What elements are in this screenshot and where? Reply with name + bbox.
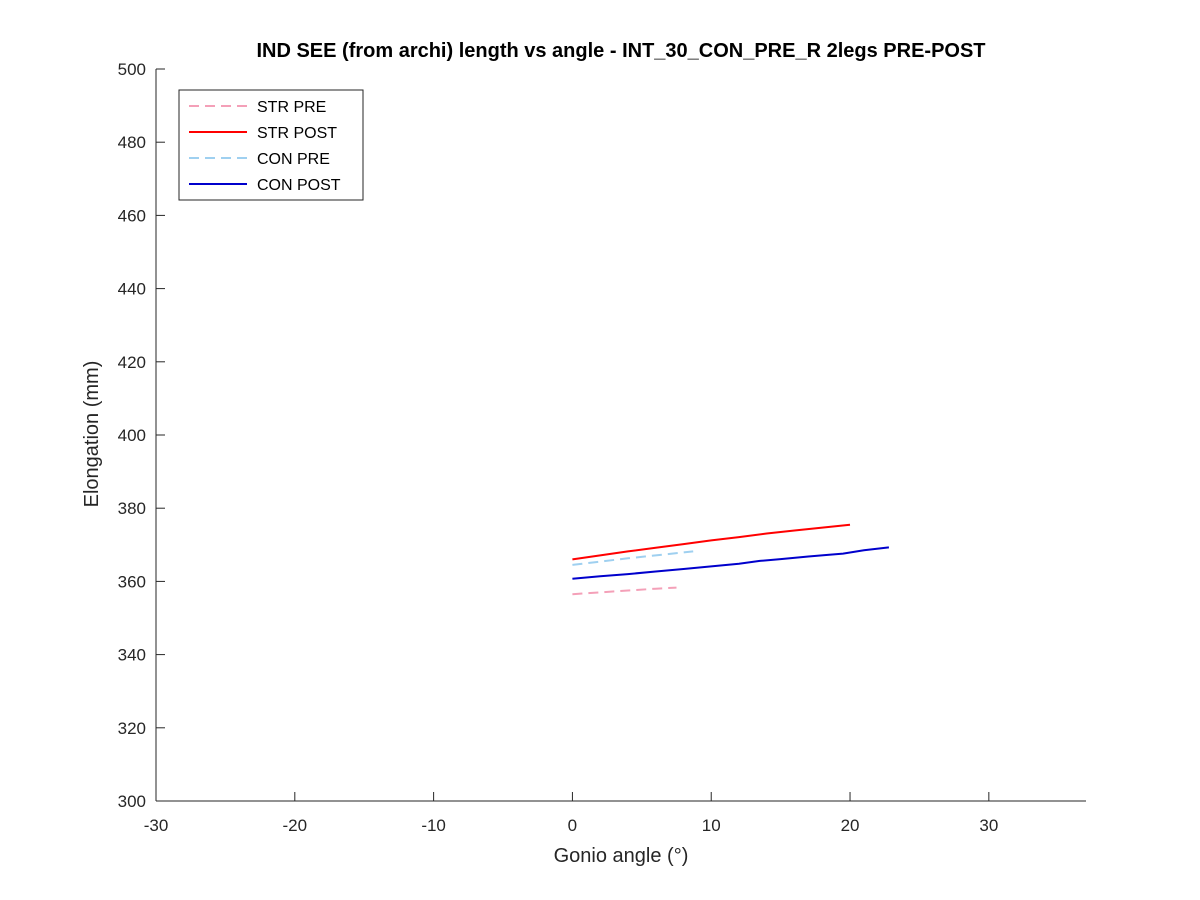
x-tick-label: 0 [568, 816, 577, 835]
y-tick-label: 480 [118, 133, 146, 152]
x-tick-label: 10 [702, 816, 721, 835]
x-tick-label: -10 [421, 816, 446, 835]
legend-box [178, 89, 364, 201]
chart-title: IND SEE (from archi) length vs angle - I… [256, 40, 985, 62]
y-axis-label: Elongation (mm) [81, 361, 103, 508]
legend: STR PRE STR POST CON PRE CON POST [178, 89, 364, 201]
y-tick-label: 500 [118, 60, 146, 79]
y-tick-label: 400 [118, 426, 146, 445]
legend-entry: CON PRE [257, 151, 330, 168]
y-tick-label: 420 [118, 353, 146, 372]
series-line [572, 546, 890, 580]
y-tick-label: 340 [118, 646, 146, 665]
legend-entry: CON POST [257, 177, 341, 194]
legend-entry: STR POST [257, 125, 337, 142]
y-tick-label: 320 [118, 719, 146, 738]
x-tick-label: -20 [283, 816, 308, 835]
y-tick-label: 460 [118, 206, 146, 225]
x-axis-label: Gonio angle (°) [554, 845, 689, 867]
plot-series [572, 523, 890, 596]
y-tick-label: 440 [118, 280, 146, 299]
y-tick-label: 360 [118, 572, 146, 591]
series-line [572, 523, 851, 561]
y-tick-label: 300 [118, 792, 146, 811]
x-tick-label: -30 [144, 816, 169, 835]
x-tick-label: 30 [979, 816, 998, 835]
y-tick-label: 380 [118, 499, 146, 518]
series-line [572, 550, 694, 566]
ticks: -30 -20 -10 0 10 20 30 300 320 340 360 380 400 420 440… [118, 60, 999, 835]
legend-entry: STR PRE [257, 99, 326, 116]
series-line [572, 586, 677, 596]
x-tick-label: 20 [841, 816, 860, 835]
